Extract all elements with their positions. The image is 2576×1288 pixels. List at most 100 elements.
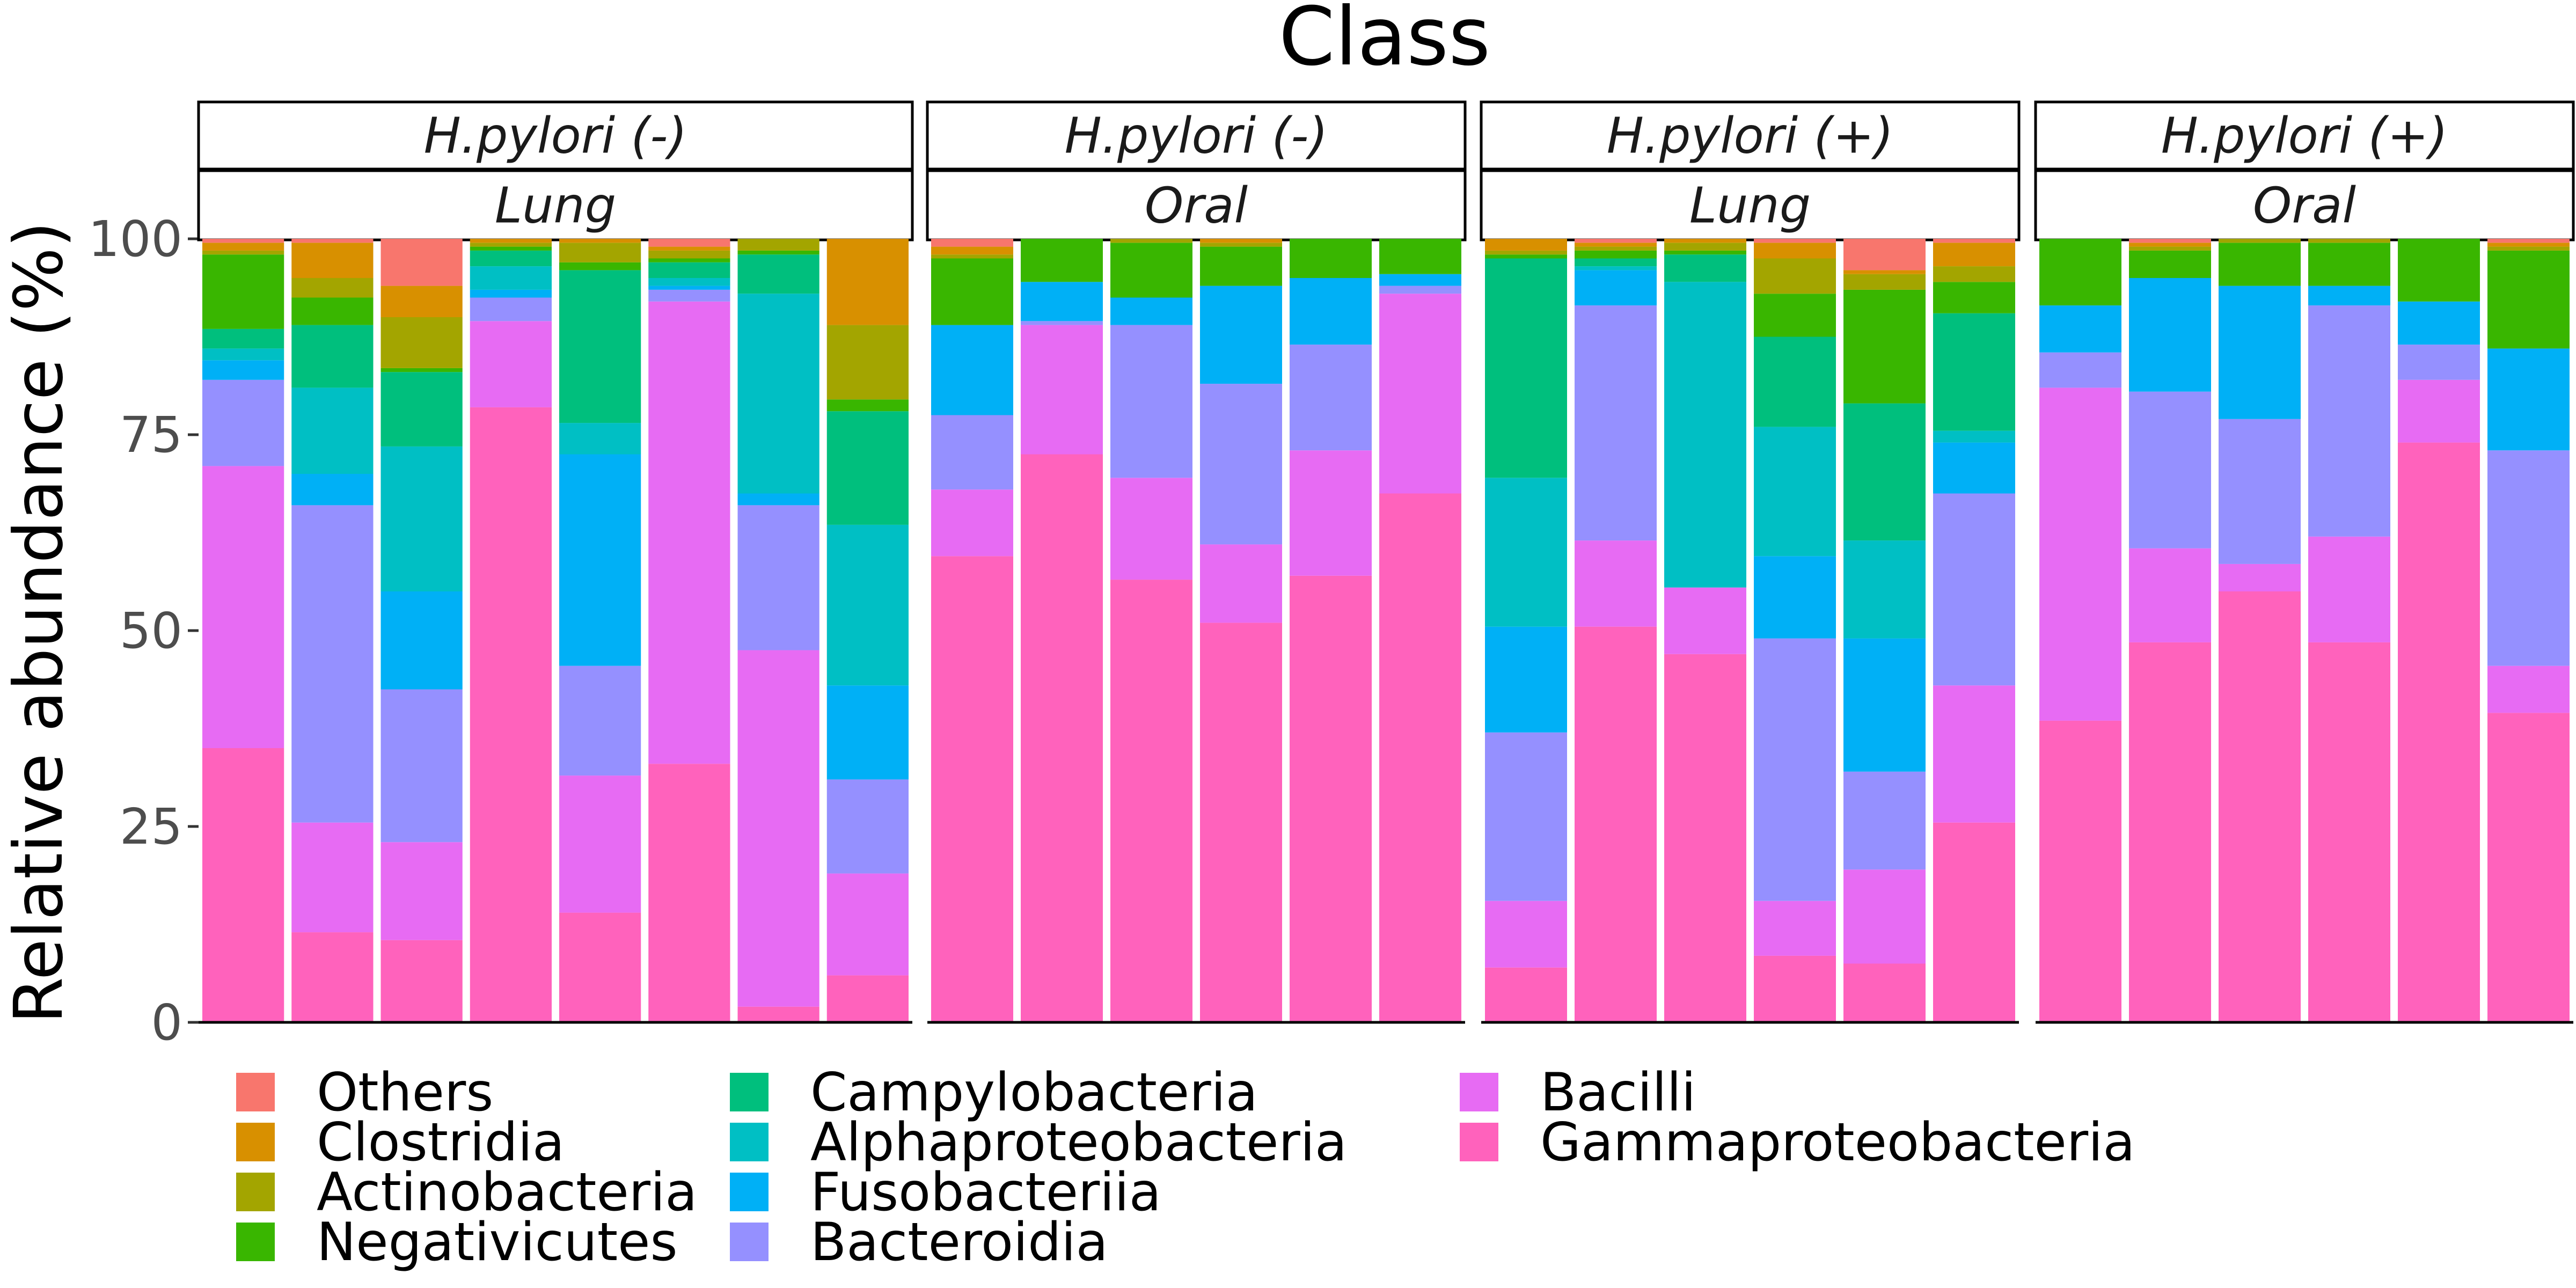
y-tick-label: 50: [120, 602, 182, 660]
bar-segment: [291, 297, 374, 325]
bar-segment: [559, 239, 641, 243]
strip-label-hpylori: H.pylori (+): [1607, 107, 1894, 165]
bar-stack: [1290, 239, 1372, 1022]
bar-segment: [291, 325, 374, 388]
bar-segment: [1379, 239, 1461, 274]
strip-label-hpylori: H.pylori (-): [1065, 107, 1328, 165]
bar-segment: [291, 505, 374, 823]
bar-segment: [648, 250, 730, 259]
bar-segment: [2219, 286, 2301, 419]
bar-segment: [737, 650, 819, 1007]
bar-segment: [1379, 286, 1461, 294]
bar-stack: [2039, 239, 2121, 1022]
bar-segment: [380, 239, 463, 286]
bar-segment: [1200, 246, 1282, 286]
bar-segment: [1110, 325, 1192, 478]
bar-segment: [559, 270, 641, 423]
y-axis: 0 25 50 75 100: [88, 210, 199, 1051]
bar-segment: [2219, 239, 2301, 243]
bar-segment: [1575, 266, 1657, 270]
bar-segment: [2308, 286, 2390, 306]
strip-label-hpylori: H.pylori (-): [424, 107, 687, 165]
bar-segment: [380, 940, 463, 1022]
legend-swatch: [730, 1173, 769, 1211]
bar-segment: [1379, 493, 1461, 1022]
bar-segment: [2487, 250, 2570, 349]
bar-segment: [648, 764, 730, 1022]
bar-segment: [1290, 278, 1372, 345]
bar-segment: [648, 246, 730, 251]
bar-segment: [931, 254, 1013, 259]
bar-stack: [1843, 239, 1926, 1022]
bar-segment: [1664, 282, 1746, 588]
legend-swatch: [730, 1223, 769, 1261]
bar-segment: [2398, 301, 2480, 345]
legend-swatch: [236, 1123, 275, 1161]
bar-segment: [559, 243, 641, 262]
bar-segment: [291, 387, 374, 474]
bar-segment: [826, 873, 909, 976]
bar-segment: [2129, 246, 2211, 251]
bar-segment: [559, 423, 641, 455]
y-tick-label: 25: [120, 798, 182, 855]
bar-segment: [202, 328, 284, 349]
facet-panel: H.pylori (-) Oral: [926, 100, 1467, 1024]
bar-segment: [2487, 239, 2570, 243]
bar-stack: [2398, 239, 2480, 1022]
bar-segment: [380, 689, 463, 843]
bar-segment: [470, 407, 552, 1022]
bar-segment: [1754, 239, 1836, 243]
bar-segment: [2129, 642, 2211, 1022]
bar-segment: [648, 278, 730, 286]
legend-item: Gammaproteobacteria: [1460, 1112, 2135, 1173]
bar-segment: [1754, 955, 1836, 1022]
bar-segment: [1575, 250, 1657, 259]
bar-segment: [1200, 623, 1282, 1022]
bar-segment: [1485, 626, 1567, 733]
strip-box-bottom: [1480, 169, 2021, 241]
bar-segment: [648, 286, 730, 290]
bar-segment: [2487, 348, 2570, 451]
bar-segment: [1933, 239, 2015, 243]
bar-segment: [931, 325, 1013, 415]
legend-label: Actinobacteria: [317, 1162, 697, 1223]
bar-segment: [826, 239, 909, 325]
bar-segment: [1485, 478, 1567, 627]
bar-segment: [826, 975, 909, 1022]
bar-segment: [1843, 540, 1926, 639]
strip-box-bottom: [926, 169, 1467, 241]
bar-segment: [737, 493, 819, 506]
bar-segment: [2487, 665, 2570, 713]
bar-segment: [1575, 270, 1657, 306]
bar-segment: [2487, 246, 2570, 251]
bar-segment: [380, 286, 463, 317]
bar-segment: [380, 842, 463, 940]
bar-segment: [648, 239, 730, 247]
bar-segment: [1575, 305, 1657, 541]
bar-stack: [1200, 239, 1282, 1022]
bar-stack: [470, 239, 552, 1022]
bar-segment: [202, 239, 284, 243]
bar-segment: [1575, 258, 1657, 267]
bar-segment: [2219, 564, 2301, 591]
bar-segment: [1843, 869, 1926, 964]
bar-stack: [1664, 239, 1746, 1022]
bar-segment: [1933, 243, 2015, 267]
strip-label-site: Lung: [1689, 177, 1811, 235]
bar-segment: [2398, 345, 2480, 380]
bar-segment: [931, 489, 1013, 557]
bar-segment: [1933, 685, 2015, 823]
bar-segment: [380, 446, 463, 591]
bar-segment: [202, 748, 284, 1022]
bar-segment: [559, 262, 641, 270]
bar-segment: [1110, 243, 1192, 298]
bar-segment: [1754, 556, 1836, 639]
bar-segment: [470, 297, 552, 321]
legend-item: Fusobacteriia: [730, 1162, 1161, 1223]
bar-segment: [559, 775, 641, 913]
facet-panel: H.pylori (+) Lung: [1480, 100, 2021, 1024]
bar-segment: [1933, 266, 2015, 282]
strip-label-site: Oral: [2253, 177, 2357, 235]
bar-segment: [1290, 450, 1372, 576]
